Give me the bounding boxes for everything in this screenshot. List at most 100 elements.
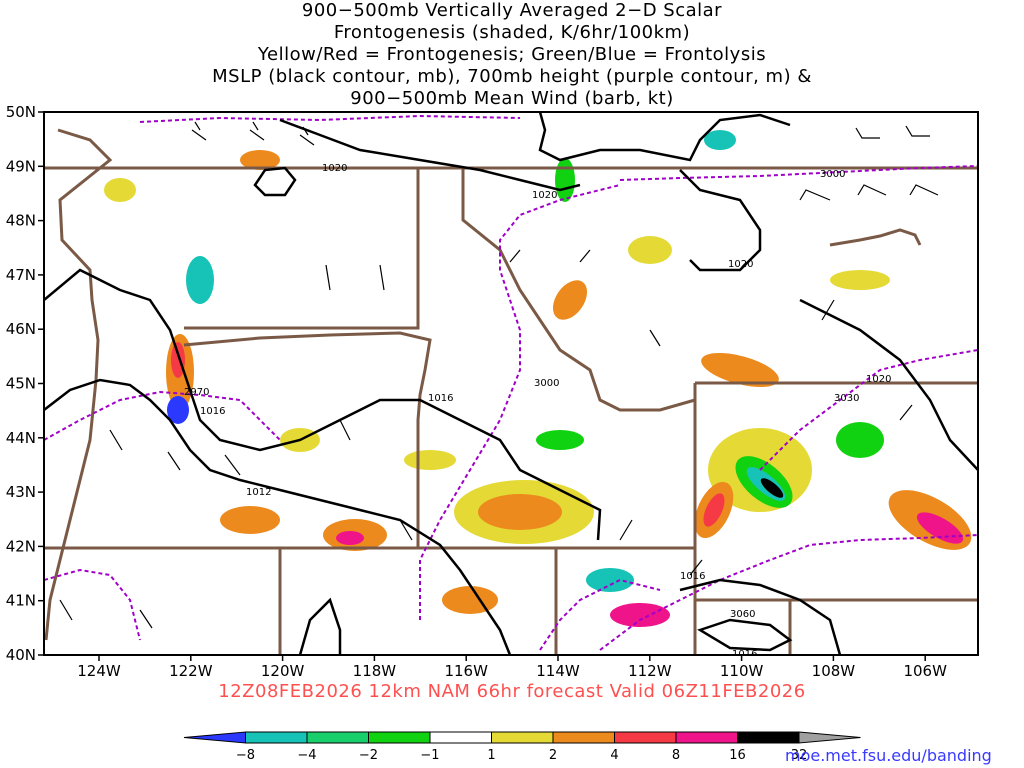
shading-patch [442,586,498,614]
height-label: 3030 [834,393,859,404]
mslp-contour [697,618,793,652]
id-mt-border [461,168,696,412]
colorbar-segment [798,731,861,744]
title-line-5: 900−500mb Mean Wind (barb, kt) [350,88,674,109]
mslp-label: 1020 [866,374,891,385]
wind-barb [339,419,351,441]
wind-barb [399,519,413,541]
mslp-label: 1020 [322,163,347,174]
colorbar-segment [491,731,554,744]
colorbar-segment [552,731,615,744]
wind-barb [619,519,633,541]
state-borders [44,128,978,655]
latitude-axis: 50N 49N 48N 47N 46N 45N 44N 43N 42N 41N 40N [6,103,44,664]
wind-barbs [59,121,939,629]
title-line-2: Frontogenesis (shaded, K/6hr/100km) [333,22,691,43]
shading-patch [167,396,189,424]
height-contour [599,534,978,651]
shading-patch [240,150,280,170]
shading-patch [703,493,725,527]
lat-tick-label: 46N [6,320,36,338]
mslp-contours [44,112,978,655]
colorbar: −8 −4 −2 −1 1 2 4 8 16 32 [183,731,861,763]
wind-barb [299,126,315,146]
colorbar-segment [614,731,677,744]
shading-patch [704,130,736,150]
colorbar-label: 8 [672,748,680,763]
lat-tick-label: 45N [6,375,36,393]
lon-tick-label: 106W [903,662,947,680]
credit-link[interactable]: moe.met.fsu.edu/banding [785,746,992,765]
mslp-contour [279,118,581,192]
wind-barb [799,189,831,201]
mslp-contour [298,597,342,655]
lon-tick-label: 112W [628,662,672,680]
lat-tick-label: 44N [6,429,36,447]
shading-patch [552,280,588,320]
mslp-label: 1016 [200,406,225,417]
map-panel: 1020 1020 1020 1020 1016 1016 1012 1016 … [44,112,978,660]
mslp-contour [679,578,842,655]
lat-tick-label: 49N [6,157,36,175]
shading-patch [836,422,884,458]
shading-patch [916,512,964,544]
colorbar-label: −4 [297,748,316,763]
lon-tick-label: 124W [77,662,121,680]
lat-tick-label: 43N [6,483,36,501]
wind-barb [379,264,385,291]
wind-barb [109,429,123,451]
mslp-contour [679,169,762,272]
lon-tick-label: 116W [444,662,488,680]
wind-barb [191,121,207,141]
mslp-label: 1016 [428,393,453,404]
shading-patch [586,568,634,592]
mslp-label: 1012 [246,487,271,498]
height-contour [539,578,661,651]
shading-patch [171,342,185,378]
wind-barb [899,404,913,421]
wind-barb [857,184,887,196]
title-line-4: MSLP (black contour, mb), 700mb height (… [212,66,812,87]
colorbar-segment [306,731,369,744]
shading-patch [478,494,562,530]
colorbar-label: 32 [791,748,808,763]
shading-patch [404,450,456,470]
wind-barb [855,127,880,139]
mslp-label: 1016 [680,571,705,582]
colorbar-segment [245,731,308,744]
height-label: 2970 [184,387,209,398]
colorbar-label: 4 [610,748,618,763]
wind-barb [821,299,835,321]
shading-patch [555,158,575,202]
height-label: 3000 [534,378,559,389]
wind-barb [579,249,591,263]
wind-barb [224,454,241,476]
lat-tick-label: 47N [6,266,36,284]
lon-tick-label: 122W [169,662,213,680]
lat-tick-label: 50N [6,103,36,121]
colorbar-label: 16 [729,748,746,763]
colorbar-segment [737,731,800,744]
mslp-label: 1020 [532,190,557,201]
lon-tick-label: 120W [261,662,305,680]
longitude-axis: 124W 122W 120W 118W 116W 114W 112W 110W 108W 106W [77,655,947,680]
shading-patch [104,178,136,202]
lon-tick-label: 110W [720,662,764,680]
title-line-3: Yellow/Red = Frontogenesis; Green/Blue =… [257,44,767,65]
lat-tick-label: 40N [6,646,36,664]
mslp-contour [538,112,791,162]
shading-patch [336,531,364,545]
reservoir-outline [829,228,922,247]
colorbar-segment [429,731,492,744]
title-line-1: 900−500mb Vertically Averaged 2−D Scalar [301,0,723,21]
wa-id-or-border [184,168,420,330]
wind-barb [139,609,153,629]
lat-tick-label: 48N [6,212,36,230]
colorbar-label: 1 [487,748,495,763]
wind-barb [325,264,331,291]
height-contour [44,568,141,641]
colorbar-segment [183,731,246,744]
mslp-label: 1016 [732,649,757,660]
shading-patch [701,352,779,388]
